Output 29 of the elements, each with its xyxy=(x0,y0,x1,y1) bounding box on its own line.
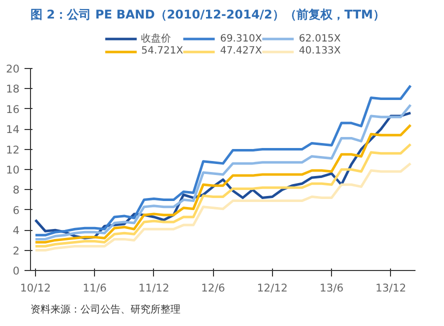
legend-label: 47.427X xyxy=(220,46,262,56)
line-series xyxy=(34,84,412,236)
x-tick-label: 12/6 xyxy=(201,282,226,294)
line-series xyxy=(34,143,412,248)
y-tick-label: 8 xyxy=(12,184,20,197)
y-tick-label: 20 xyxy=(6,62,20,76)
x-tick-label: 13/6 xyxy=(320,282,344,294)
chart-title: 图 2：公司 PE BAND（2010/12-2014/2）（前复权，TTM） xyxy=(30,8,385,22)
y-tick-label: 12 xyxy=(6,143,20,156)
y-tick-label: 2 xyxy=(12,244,20,258)
y-tick-label: 6 xyxy=(12,204,20,217)
x-tick-label: 12/12 xyxy=(257,282,288,294)
y-tick-label: 0 xyxy=(12,264,20,278)
y-tick-label: 10 xyxy=(6,164,20,176)
legend-label: 40.133X xyxy=(298,46,341,56)
x-tick-label: 13/12 xyxy=(375,282,406,294)
y-tick-label: 14 xyxy=(6,123,20,136)
y-tick-label: 16 xyxy=(6,102,20,116)
legend-label: 69.310X xyxy=(220,33,262,44)
y-tick-label: 18 xyxy=(6,82,20,96)
line-series xyxy=(34,162,412,252)
x-tick-label: 11/12 xyxy=(138,282,170,294)
text: 资料来源：公司公告、研究所整理 xyxy=(30,304,180,316)
legend-label: 62.015X xyxy=(298,33,341,44)
legend-label: 54.721X xyxy=(141,46,184,56)
x-tick-label: 11/6 xyxy=(82,282,107,294)
x-tick-label: 10/12 xyxy=(20,282,51,294)
legend-label: 收盘价 xyxy=(141,32,172,46)
y-tick-label: 4 xyxy=(12,224,20,238)
